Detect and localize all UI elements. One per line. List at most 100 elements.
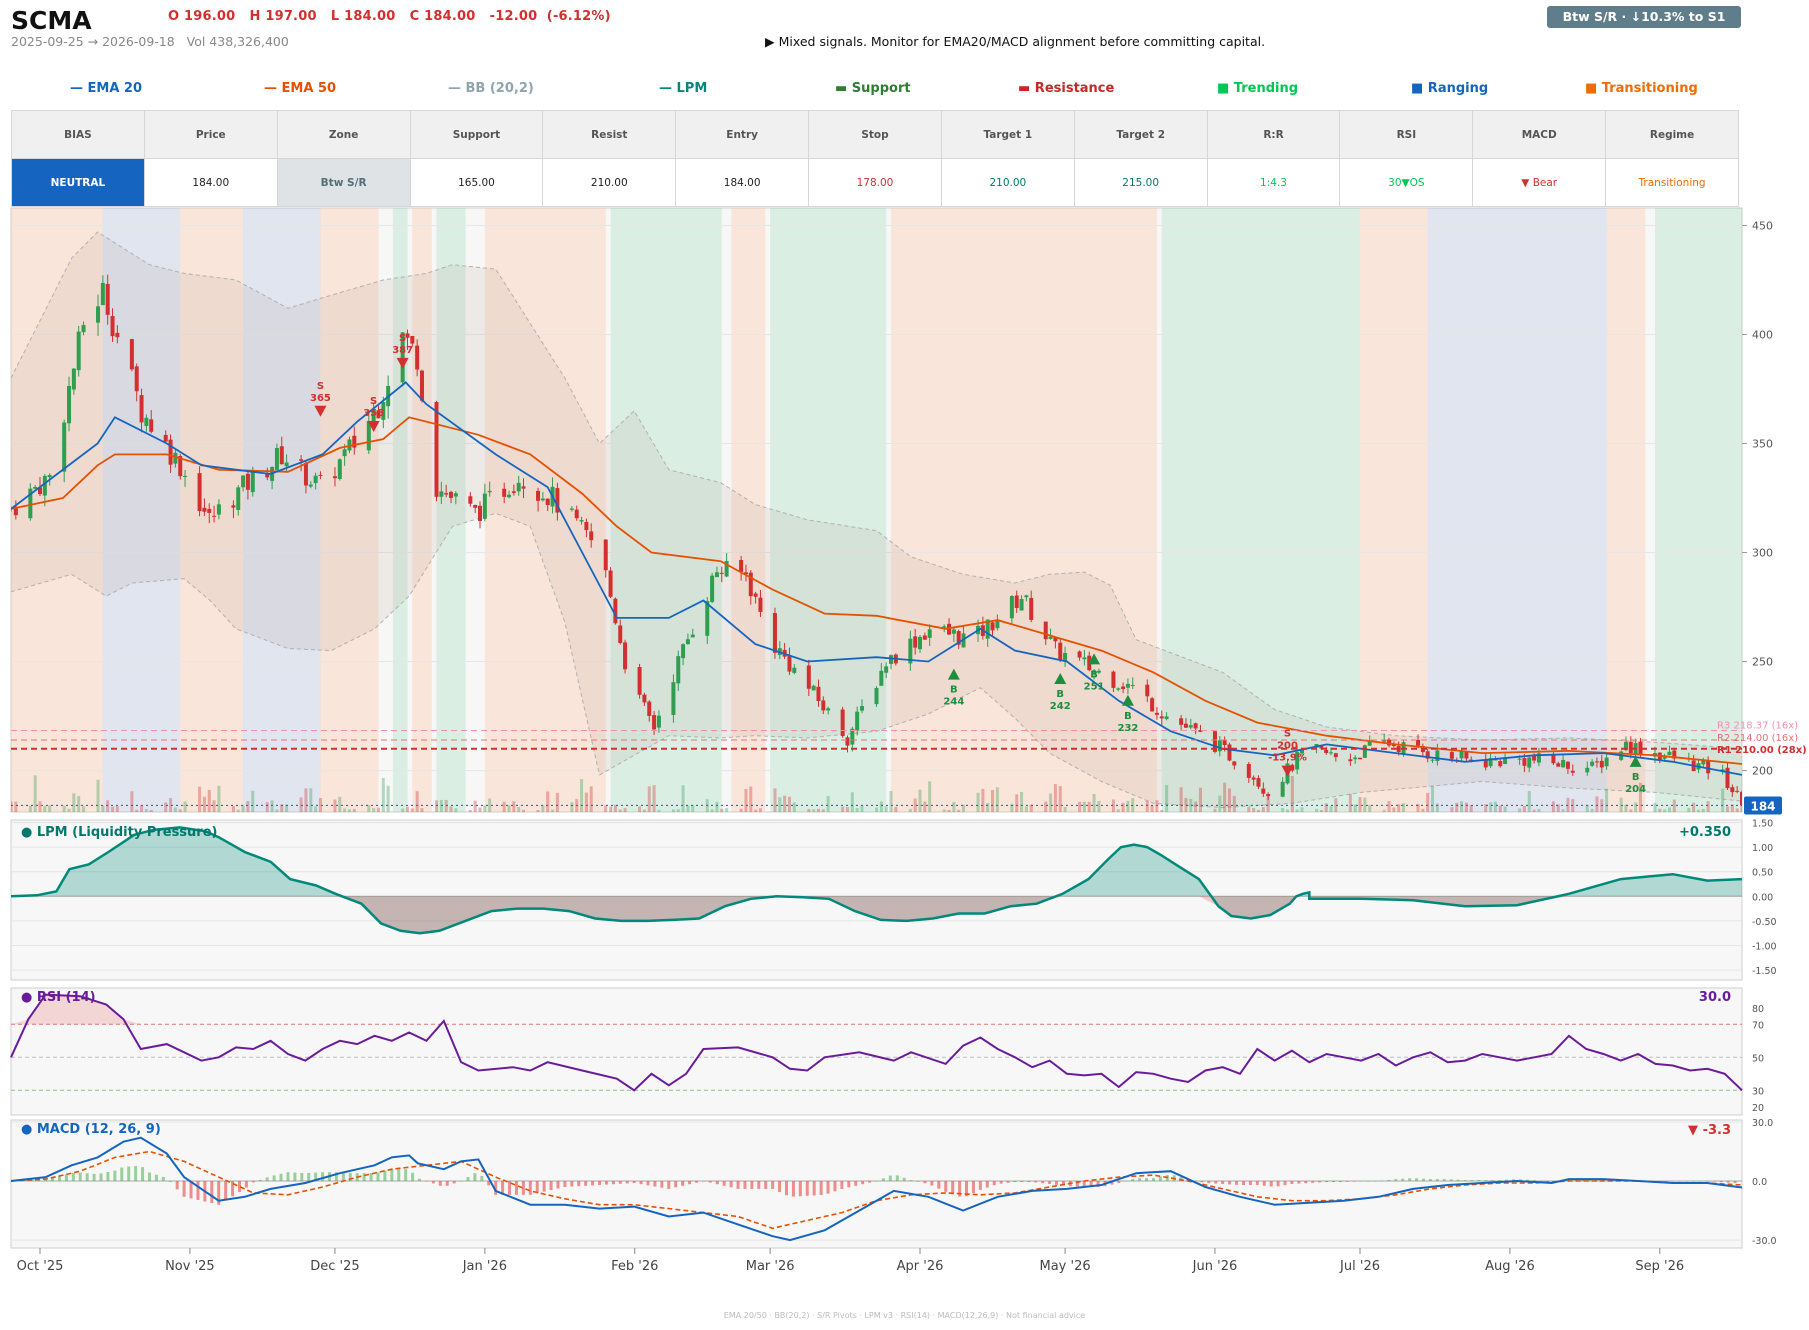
macd-histogram-bar — [1290, 1181, 1294, 1184]
volume-bar — [652, 785, 656, 812]
candle-body — [100, 282, 105, 306]
macd-histogram-bar — [424, 1181, 428, 1182]
legend-transitioning: ■ Transitioning — [1585, 81, 1698, 96]
volume-bar — [1696, 809, 1700, 812]
lpm-y-tick-label: 1.50 — [1752, 818, 1773, 829]
macd-histogram-bar — [92, 1173, 96, 1182]
candle-body — [202, 507, 207, 512]
macd-histogram-bar — [604, 1181, 608, 1185]
volume-bar — [410, 808, 414, 812]
candle-body — [1246, 764, 1251, 778]
volume-bar — [304, 788, 308, 812]
volume-bar — [908, 808, 912, 812]
volume-bar — [1319, 809, 1323, 812]
macd-histogram-bar — [1276, 1181, 1280, 1187]
macd-histogram-bar — [141, 1167, 145, 1182]
macd-histogram-bar — [1726, 1181, 1730, 1183]
macd-histogram-bar — [1421, 1178, 1425, 1182]
macd-histogram-bar — [85, 1173, 89, 1182]
volume-bar — [77, 796, 81, 812]
header-zone: Zone — [276, 110, 411, 159]
macd-histogram-bar — [909, 1180, 913, 1182]
volume-bar — [1368, 805, 1372, 812]
volume-bar — [1256, 809, 1260, 812]
signal-label: 251 — [1084, 681, 1105, 692]
volume-bar — [1455, 802, 1459, 812]
candle-body — [840, 709, 845, 737]
candle-body — [985, 619, 990, 639]
volume-bar — [1667, 807, 1671, 812]
candle-body — [1425, 751, 1430, 759]
candle-body — [1701, 760, 1706, 765]
volume-bar — [1078, 801, 1082, 812]
macd-histogram-bar — [348, 1172, 352, 1182]
macd-histogram-bar — [999, 1181, 1003, 1184]
legend-ranging: ■ Ranging — [1411, 81, 1489, 96]
volume-bar — [1460, 801, 1464, 812]
candle-body — [719, 572, 724, 574]
x-tick-label: Oct '25 — [17, 1259, 64, 1274]
macd-histogram-bar — [1484, 1180, 1488, 1182]
macd-histogram-bar — [341, 1172, 345, 1182]
macd-histogram-bar — [944, 1181, 948, 1192]
volume-bar — [338, 796, 342, 812]
summary-header-row: BIAS Price Zone Support Resist Entry Sto… — [11, 110, 1739, 159]
volume-bar — [1503, 806, 1507, 812]
volume-bar — [676, 809, 680, 812]
candle-body — [956, 631, 961, 645]
candle-body — [1469, 759, 1474, 761]
value-target1: 210.00 — [940, 158, 1075, 207]
candle-body — [1053, 636, 1058, 642]
legend-ema20: — EMA 20 — [70, 81, 143, 96]
volume-bar — [928, 781, 932, 812]
sell-signal-marker — [367, 421, 380, 433]
zone-badge: Btw S/R · ↓10.3% to S1 — [1547, 6, 1741, 28]
resistance-label: R2 214.00 (16x) — [1717, 733, 1798, 744]
macd-histogram-bar — [78, 1172, 82, 1182]
candle-body — [129, 339, 134, 370]
signal-label: B — [1124, 711, 1132, 722]
macd-histogram-bar — [175, 1181, 179, 1190]
volume-bar — [144, 809, 148, 812]
candle-body — [1348, 759, 1353, 762]
macd-histogram-bar — [57, 1175, 61, 1182]
macd-histogram-bar — [868, 1181, 872, 1183]
macd-histogram-bar — [1352, 1181, 1356, 1182]
volume-bar — [623, 808, 627, 812]
value-price: 184.00 — [143, 158, 278, 207]
volume-bar — [1518, 808, 1522, 812]
candle-body — [33, 486, 38, 489]
regime-band-trending — [610, 208, 722, 812]
candle-body — [1358, 757, 1363, 760]
header-resist: Resist — [542, 110, 677, 159]
volume-bar — [1194, 801, 1198, 812]
last-price-tag — [1744, 796, 1782, 815]
volume-bar — [1300, 807, 1304, 812]
volume-bar — [333, 799, 337, 812]
candle-body — [173, 452, 178, 464]
volume-bar — [198, 786, 202, 812]
macd-histogram-bar — [1096, 1181, 1100, 1187]
signal-label: 200 — [1277, 741, 1298, 752]
volume-bar — [1532, 809, 1536, 812]
macd-histogram-bar — [279, 1173, 283, 1182]
lpm-negative-fill — [11, 896, 1742, 934]
macd-histogram-bar — [535, 1181, 539, 1194]
macd-histogram-bar — [978, 1181, 982, 1190]
candle-body — [274, 448, 279, 470]
candle-body — [1092, 670, 1097, 673]
volume-bar — [570, 802, 574, 812]
candle-body — [1449, 752, 1454, 759]
volume-bar — [647, 786, 651, 812]
volume-bar — [11, 801, 13, 812]
candle-body — [1590, 761, 1595, 766]
candle-body — [1362, 745, 1367, 758]
candle-body — [1387, 739, 1392, 746]
volume-bar — [401, 808, 405, 812]
volume-bar — [1687, 807, 1691, 812]
candle-body — [951, 629, 956, 634]
macd-histogram-bar — [473, 1173, 477, 1182]
volume-bar — [778, 797, 782, 812]
macd-histogram-bar — [833, 1181, 837, 1192]
macd-y-tick-label: 0.0 — [1752, 1177, 1767, 1188]
